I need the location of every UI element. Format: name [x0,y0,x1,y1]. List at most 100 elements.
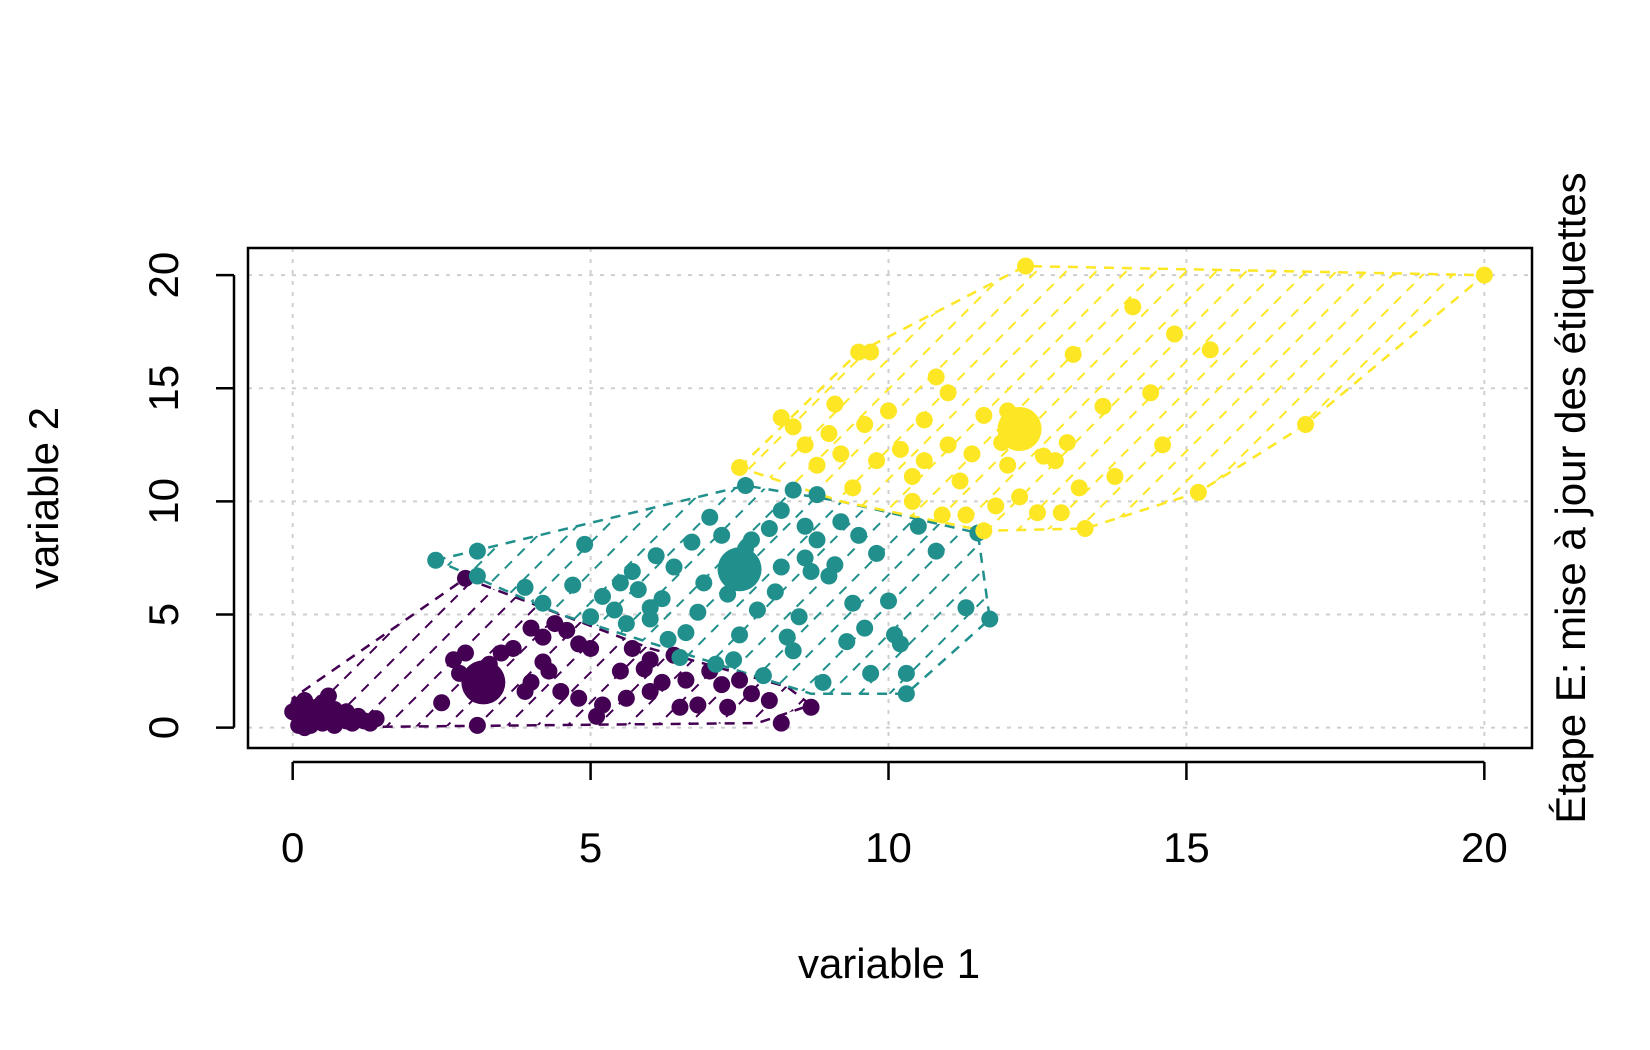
hatch-line [1314,266,1485,531]
data-point [850,526,868,544]
data-point [671,649,689,667]
hatch-line [435,485,441,694]
data-point [671,698,689,716]
data-point [981,610,999,628]
data-point [1166,325,1184,343]
data-point [665,558,683,576]
data-point [939,436,957,454]
hatch-line [796,485,990,694]
hatch-line [435,485,501,694]
data-point [1076,520,1094,538]
data-point [772,501,790,519]
data-point [588,707,606,725]
data-point [433,694,451,712]
data-point [719,698,737,716]
data-point [880,402,898,420]
hatch-line [586,485,801,694]
hatch-line [772,578,812,728]
data-point [647,547,665,565]
hatch-line [1194,266,1465,531]
data-point [605,601,623,619]
cluster-hull [737,264,1488,533]
data-point [844,594,862,612]
x-tick-label: 5 [579,824,602,871]
data-point [796,517,814,535]
data-point [427,551,445,569]
data-point [1142,384,1160,402]
data-point [826,395,844,413]
data-point [1064,345,1082,363]
data-point [754,667,772,685]
data-point [796,549,814,567]
x-tick-label: 20 [1461,824,1508,871]
data-point [653,590,671,608]
data-point [1297,415,1315,433]
hatch-line [706,485,921,694]
data-point [1017,257,1035,275]
data-point [1475,266,1493,284]
data-point [963,445,981,463]
data-point [772,714,790,732]
data-point [689,603,707,621]
data-point [570,689,588,707]
y-tick-label: 0 [140,716,187,739]
data-point [808,456,826,474]
hatch-line [739,266,805,531]
data-point [534,653,552,671]
hatch-line [802,578,812,728]
data-point [534,628,552,646]
data-point [784,642,802,660]
hatch-line [834,266,1105,531]
data-point [838,633,856,651]
data-point [999,456,1017,474]
data-point [564,576,582,594]
data-point [337,712,355,730]
data-point [689,696,707,714]
data-point [850,343,868,361]
data-point [468,542,486,560]
data-point [862,664,880,682]
data-point [897,685,915,703]
hatch-line [436,485,651,694]
hatch-line [1254,266,1485,531]
data-point [885,626,903,644]
hatch-line [113,576,266,729]
hatch-line [1044,266,1315,531]
data-point [719,585,737,603]
hatch-line [198,484,410,696]
data-point [713,676,731,694]
hatch-line [894,266,1165,531]
data-point [731,458,749,476]
hatch-line [292,578,298,728]
data-point [748,601,766,619]
cluster-hull [291,576,814,729]
data-point [617,689,635,707]
hatch-line [435,485,471,694]
data-point [313,694,331,712]
data-point [784,418,802,436]
data-point [903,468,921,486]
data-point [629,581,647,599]
hatch-line [1014,266,1285,531]
data-point [1124,298,1142,316]
data-point [742,531,760,549]
y-tick-label: 5 [140,603,187,626]
hatch-line [1104,266,1375,531]
hatch-line [984,266,1255,531]
data-point [623,563,641,581]
data-point [504,639,522,657]
data-point [862,343,880,361]
data-point [659,630,677,648]
hatch-line [435,485,531,694]
x-tick-label: 0 [281,824,304,871]
hatch-line [1404,266,1485,531]
data-point [856,415,874,433]
data-point [820,425,838,443]
data-point [868,452,886,470]
data-point [582,639,600,657]
hatch-line [556,485,771,694]
cluster-centroid [997,406,1042,451]
data-point [737,477,755,495]
data-point [742,685,760,703]
